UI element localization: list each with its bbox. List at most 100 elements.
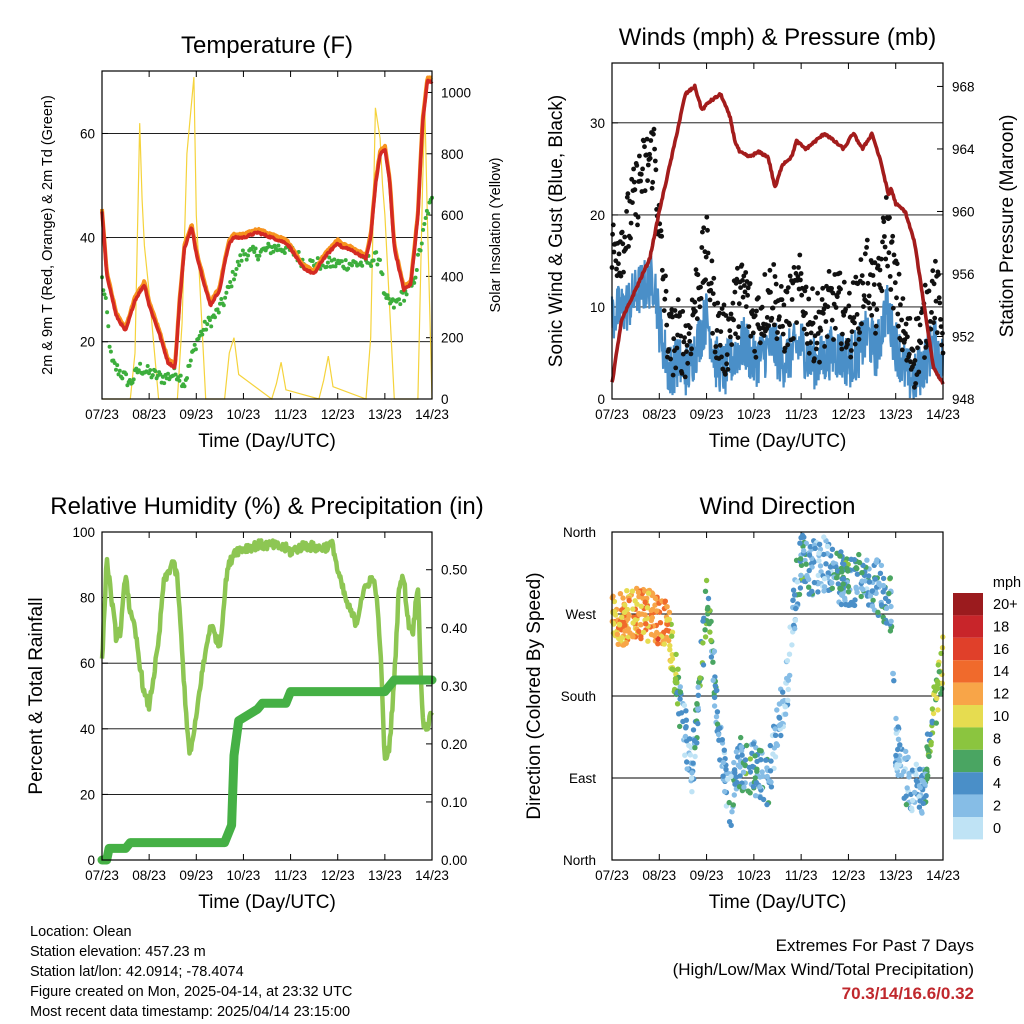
direction-point bbox=[624, 628, 630, 634]
gust-point bbox=[748, 333, 754, 339]
direction-point bbox=[678, 710, 685, 716]
legend-swatch bbox=[953, 593, 983, 616]
direction-point bbox=[845, 568, 851, 574]
gust-point bbox=[913, 381, 918, 386]
direction-point bbox=[711, 694, 718, 701]
direction-point bbox=[821, 584, 828, 590]
gust-point bbox=[729, 342, 735, 347]
gust-point bbox=[670, 372, 676, 378]
direction-point bbox=[630, 606, 636, 612]
dewpoint-point bbox=[375, 262, 380, 267]
direction-point bbox=[648, 607, 654, 614]
humidity-xtick-label: 08/23 bbox=[132, 868, 166, 883]
dewpoint-point bbox=[182, 384, 187, 389]
gust-point bbox=[762, 272, 768, 277]
direction-point bbox=[615, 641, 621, 647]
dewpoint-point bbox=[127, 378, 132, 382]
direction-point bbox=[790, 587, 797, 593]
direction-point bbox=[700, 662, 707, 668]
gust-point bbox=[668, 356, 673, 362]
gust-point bbox=[756, 295, 761, 301]
dewpoint-point bbox=[147, 371, 151, 376]
gust-point bbox=[787, 273, 793, 279]
direction-point bbox=[782, 711, 789, 717]
gust-point bbox=[789, 297, 795, 302]
direction-point bbox=[612, 612, 619, 618]
gust-point bbox=[664, 322, 670, 328]
gust-point bbox=[787, 322, 792, 328]
dewpoint-point bbox=[239, 258, 244, 263]
gust-point bbox=[754, 308, 759, 314]
direction-point bbox=[830, 560, 836, 566]
gust-point bbox=[722, 371, 728, 377]
gust-point bbox=[693, 308, 698, 314]
gust-point bbox=[684, 343, 690, 348]
gust-point bbox=[853, 274, 859, 280]
dewpoint-point bbox=[153, 369, 158, 374]
dewpoint-point bbox=[150, 373, 155, 378]
gust-point bbox=[841, 279, 847, 285]
direction-point bbox=[697, 675, 703, 681]
direction-point bbox=[714, 687, 720, 694]
direction-point bbox=[682, 752, 688, 758]
gust-point bbox=[779, 297, 785, 303]
direction-point bbox=[841, 561, 847, 568]
gust-point bbox=[936, 272, 941, 277]
gust-point bbox=[840, 331, 845, 337]
direction-point bbox=[768, 784, 775, 790]
gust-point bbox=[770, 305, 776, 311]
humidity-ytick-label: 40 bbox=[80, 722, 95, 737]
dewpoint-point bbox=[246, 253, 250, 258]
direction-point bbox=[632, 598, 638, 604]
gust-point bbox=[843, 306, 848, 312]
gust-point bbox=[740, 278, 745, 283]
gust-point bbox=[631, 179, 637, 185]
gust-point bbox=[671, 336, 677, 342]
gust-point bbox=[899, 317, 904, 323]
dewpoint-point bbox=[200, 332, 205, 337]
direction-point bbox=[692, 753, 698, 760]
gust-point bbox=[735, 265, 740, 271]
direction-point bbox=[917, 766, 923, 772]
gust-point bbox=[618, 273, 624, 279]
direction-point bbox=[675, 666, 681, 672]
direction-point bbox=[927, 731, 933, 738]
direction-point bbox=[690, 727, 697, 733]
gust-point bbox=[764, 315, 770, 320]
direction-point bbox=[872, 576, 878, 582]
direction-point bbox=[839, 569, 845, 575]
direction-point bbox=[924, 766, 930, 772]
direction-point bbox=[642, 612, 648, 618]
gust-point bbox=[886, 250, 892, 256]
gust-point bbox=[860, 280, 866, 286]
gust-point bbox=[804, 331, 810, 337]
gust-point bbox=[752, 313, 758, 318]
direction-point bbox=[929, 720, 935, 726]
dewpoint-point bbox=[187, 363, 192, 368]
gust-point bbox=[632, 187, 638, 193]
direction-point bbox=[925, 773, 931, 779]
humidity-y2tick-label: 0.50 bbox=[441, 563, 467, 578]
gust-point bbox=[740, 294, 746, 300]
gust-point bbox=[679, 371, 685, 376]
gust-point bbox=[905, 334, 910, 340]
direction-point bbox=[681, 702, 688, 709]
temperature-y2tick-label: 0 bbox=[441, 392, 449, 407]
dewpoint-point bbox=[343, 258, 348, 263]
gust-point bbox=[752, 348, 757, 354]
gust-point bbox=[728, 334, 733, 340]
gust-point bbox=[801, 326, 807, 332]
direction-point bbox=[645, 590, 652, 596]
direction-point bbox=[668, 658, 674, 664]
direction-point bbox=[792, 617, 799, 623]
gust-point bbox=[799, 292, 805, 298]
direction-point bbox=[730, 802, 736, 808]
direction-point bbox=[712, 682, 718, 689]
direction-point bbox=[893, 752, 899, 759]
gust-point bbox=[686, 331, 692, 336]
gust-point bbox=[829, 317, 835, 323]
gust-point bbox=[864, 237, 870, 243]
elevation-text: Station elevation: 457.23 m bbox=[30, 944, 206, 960]
dewpoint-point bbox=[238, 253, 243, 258]
